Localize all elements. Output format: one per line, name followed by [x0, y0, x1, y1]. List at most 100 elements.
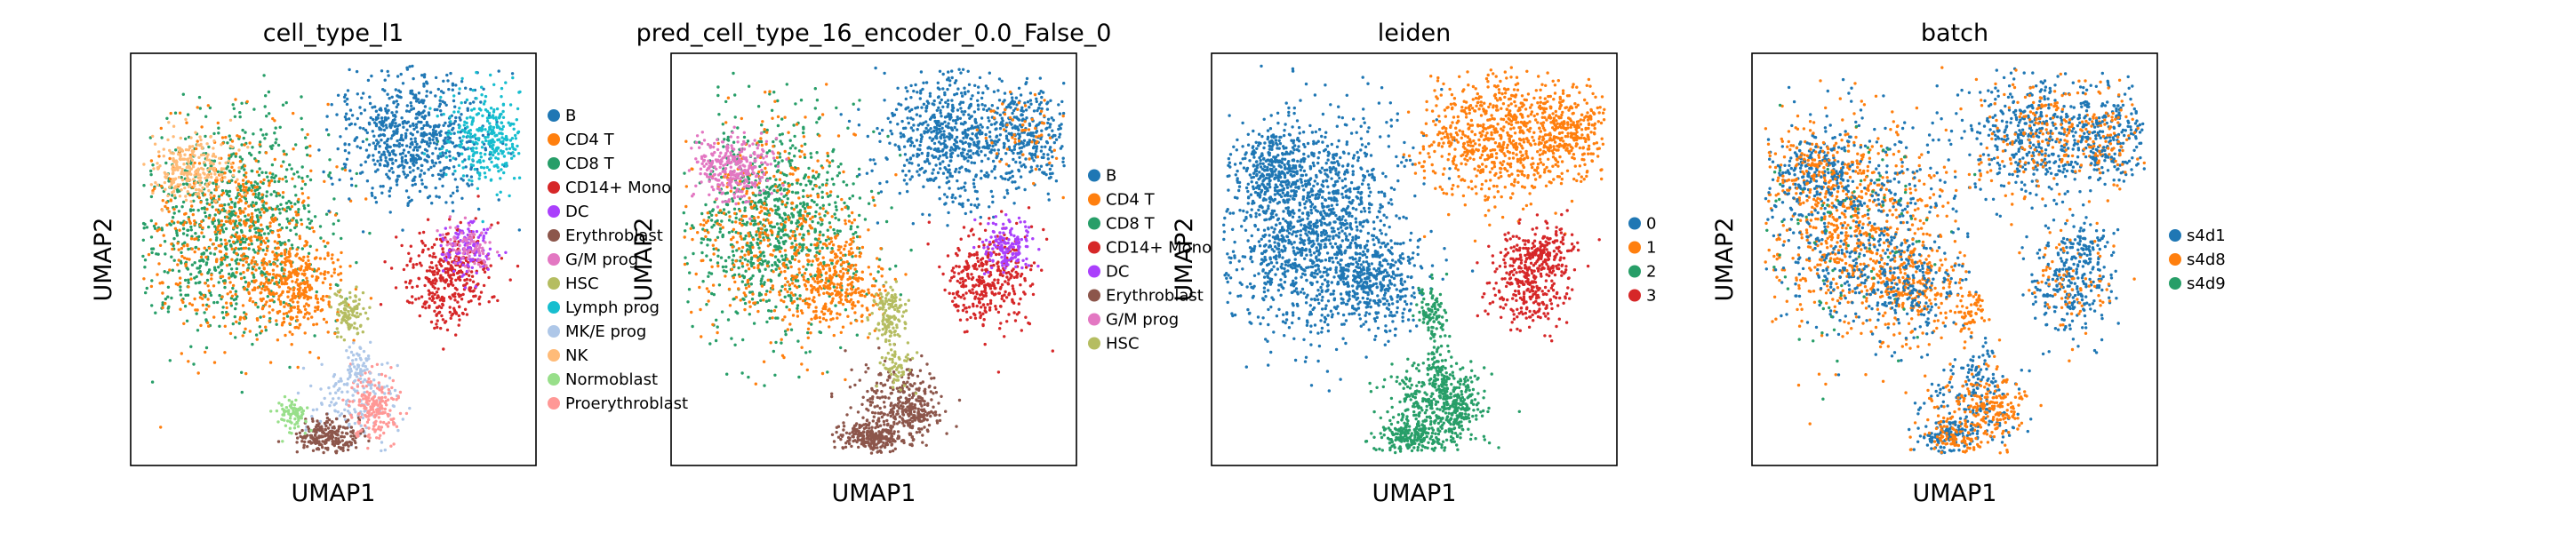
scatter-point: [439, 243, 443, 248]
scatter-point: [217, 126, 220, 130]
scatter-point: [851, 255, 854, 259]
scatter-point: [315, 408, 319, 411]
scatter-point: [244, 313, 248, 316]
scatter-point: [206, 284, 210, 288]
scatter-point: [234, 290, 238, 293]
scatter-point: [379, 420, 382, 424]
scatter-point: [181, 92, 185, 96]
scatter-point: [386, 362, 389, 365]
scatter-point: [301, 179, 305, 183]
scatter-point: [404, 136, 408, 139]
scatter-point: [302, 446, 306, 449]
scatter-point: [200, 147, 204, 150]
scatter-point: [340, 335, 343, 338]
scatter-point: [320, 308, 324, 312]
scatter-point: [392, 114, 396, 117]
scatter-point: [193, 261, 196, 265]
scatter-point: [483, 171, 487, 175]
scatter-point: [351, 310, 355, 314]
scatter-point: [268, 184, 271, 187]
scatter-point: [244, 207, 247, 211]
scatter-point: [204, 282, 207, 285]
scatter-point: [489, 264, 492, 267]
scatter-point: [324, 244, 327, 249]
scatter-point: [212, 152, 215, 156]
scatter-point: [844, 308, 848, 312]
scatter-point: [237, 247, 241, 251]
scatter-point: [173, 177, 178, 180]
scatter-point: [176, 190, 180, 194]
scatter-point: [171, 268, 174, 272]
scatter-point: [389, 366, 393, 370]
scatter-point: [310, 226, 315, 230]
scatter-point: [460, 256, 465, 259]
scatter-point: [255, 338, 259, 341]
scatter-point: [257, 173, 261, 177]
scatter-point: [492, 83, 496, 87]
scatter-point: [143, 259, 148, 262]
scatter-point: [395, 425, 399, 428]
scatter-point: [216, 170, 220, 173]
scatter-point: [288, 417, 292, 420]
scatter-point: [434, 131, 437, 135]
scatter-point: [199, 255, 204, 259]
scatter-point: [166, 194, 170, 198]
scatter-point: [488, 150, 492, 155]
scatter-point: [443, 321, 447, 324]
scatter-point: [480, 85, 484, 89]
panel-title: cell_type_l1: [263, 20, 404, 47]
scatter-point: [815, 151, 819, 155]
scatter-point: [788, 152, 791, 155]
scatter-point: [448, 155, 452, 158]
scatter-point: [231, 283, 236, 288]
scatter-point: [348, 197, 351, 201]
scatter-point: [783, 212, 787, 216]
scatter-point: [259, 140, 262, 144]
scatter-point: [353, 408, 356, 411]
scatter-point: [500, 121, 503, 124]
scatter-point: [307, 259, 310, 262]
scatter-point: [277, 179, 281, 183]
scatter-point: [496, 298, 500, 303]
scatter-point: [174, 166, 178, 171]
scatter-point: [435, 290, 439, 294]
scatter-point: [217, 211, 220, 214]
scatter-point: [340, 251, 343, 255]
scatter-point: [223, 324, 227, 328]
scatter-point: [710, 226, 714, 229]
scatter-point: [234, 292, 237, 297]
scatter-point: [433, 243, 436, 247]
scatter-point: [740, 250, 744, 253]
scatter-point: [212, 315, 216, 319]
scatter-point: [200, 207, 204, 211]
scatter-point: [355, 375, 359, 378]
scatter-point: [392, 404, 396, 409]
scatter-point: [436, 107, 439, 112]
scatter-point: [310, 274, 314, 278]
scatter-point: [207, 188, 211, 193]
scatter-point: [418, 314, 421, 318]
scatter-point: [243, 168, 246, 171]
scatter-point: [328, 423, 332, 426]
scatter-point: [213, 247, 217, 251]
scatter-point: [261, 239, 266, 243]
scatter-point: [501, 150, 505, 154]
scatter-point: [366, 399, 370, 402]
scatter-point: [362, 127, 365, 131]
scatter-point: [422, 82, 426, 86]
scatter-point: [482, 235, 485, 238]
scatter-point: [336, 93, 340, 98]
scatter-point: [167, 121, 171, 124]
scatter-point: [430, 298, 434, 302]
scatter-point: [803, 207, 807, 211]
scatter-point: [179, 221, 183, 225]
scatter-point: [440, 306, 444, 310]
scatter-point: [329, 282, 332, 287]
scatter-point: [448, 218, 452, 221]
scatter-point: [476, 262, 481, 266]
scatter-point: [384, 155, 388, 160]
scatter-point: [172, 135, 175, 139]
scatter-point: [231, 286, 235, 290]
scatter-point: [217, 266, 220, 269]
scatter-point: [185, 171, 188, 175]
